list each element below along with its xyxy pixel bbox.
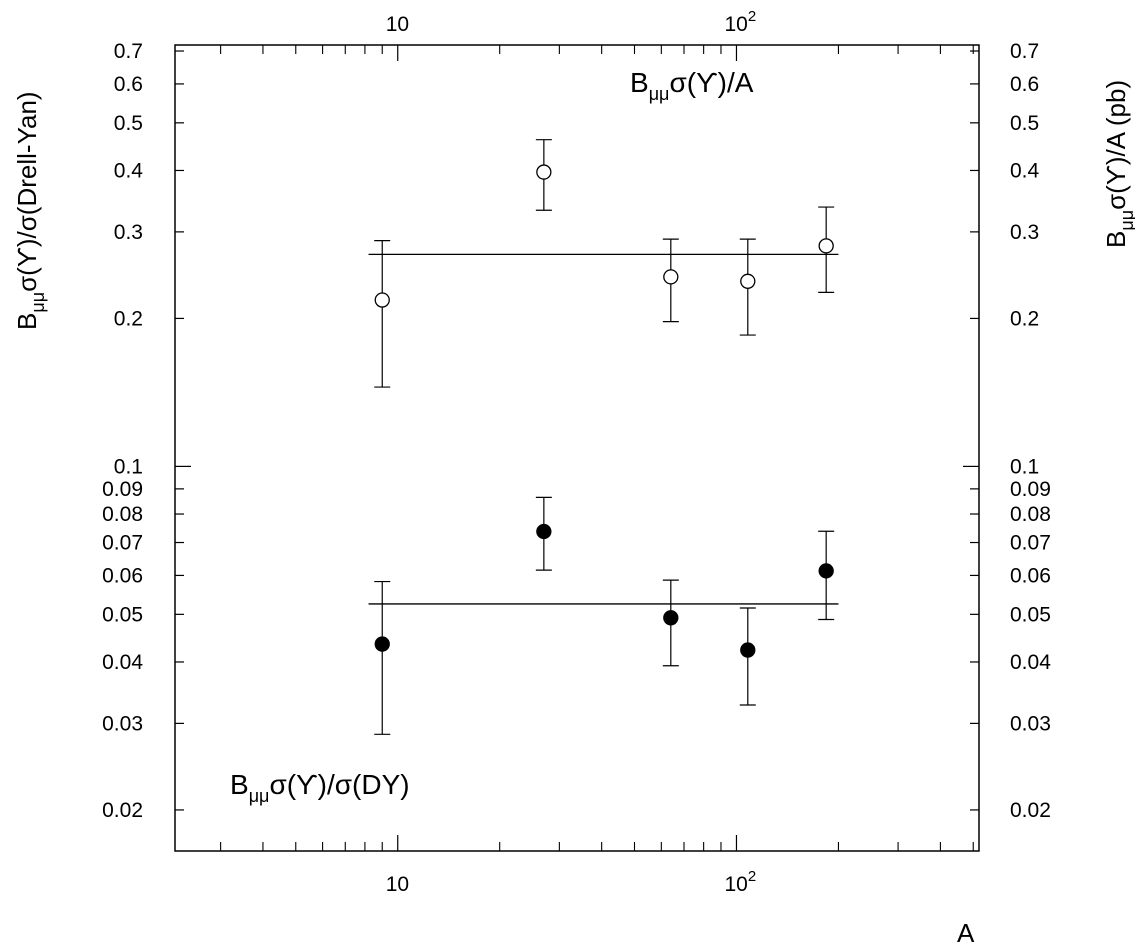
data-point-filled <box>818 530 835 621</box>
y-tick-label-right: 0.02 <box>1010 799 1051 822</box>
x-tick-label-bottom: 102 <box>724 868 756 896</box>
open-circle-marker <box>818 238 834 254</box>
open-circle-marker <box>536 164 552 180</box>
y-tick-label-right: 0.4 <box>1010 159 1040 182</box>
y-tick-label-left: 0.1 <box>114 455 143 478</box>
y-tick-label-left: 0.07 <box>102 532 143 555</box>
plot-frame <box>174 44 980 852</box>
x-tick-label-bottom: 10 <box>386 873 409 896</box>
filled-circle-marker <box>663 610 679 626</box>
open-circle-marker <box>663 269 679 285</box>
y-tick-label-left: 0.5 <box>114 112 143 135</box>
y-tick-label-left: 0.04 <box>102 651 143 674</box>
y-tick-label-right: 0.7 <box>1010 40 1039 63</box>
y-tick-label-right: 0.6 <box>1010 73 1039 96</box>
y-tick-label-left: 0.05 <box>102 603 143 626</box>
y-tick-label-right: 0.09 <box>1010 478 1051 501</box>
y-tick-label-left: 0.09 <box>102 478 143 501</box>
x-axis-title: A <box>957 918 975 948</box>
axis-tick-labels: 10 10 102 102 0.02 0.02 0.03 0.03 0.04 0.04 0.05 0.… <box>102 8 1051 896</box>
y-tick-label-right: 0.04 <box>1010 651 1051 674</box>
y-tick-label-right: 0.1 <box>1010 455 1039 478</box>
y-tick-label-right: 0.2 <box>1010 307 1039 330</box>
series-label-filled: Bμμσ(ϒ)/σ(DY) <box>230 769 410 806</box>
data-point-open <box>374 239 391 388</box>
axis-ticks <box>175 45 979 851</box>
y-axis-title-left: Bμμσ(ϒ)/σ(Drell-Yan) <box>12 91 48 330</box>
y-tick-label-right: 0.3 <box>1010 221 1039 244</box>
y-tick-label-left: 0.03 <box>102 712 143 735</box>
fit-lines <box>368 253 839 605</box>
series-label-open: Bμμσ(ϒ)/A <box>630 67 754 104</box>
data-point-filled <box>662 579 679 667</box>
filled-circle-marker <box>740 642 756 658</box>
filled-circle-marker <box>818 563 834 579</box>
y-tick-label-left: 0.7 <box>114 40 143 63</box>
data-point-open <box>818 206 835 293</box>
data-point-filled <box>374 580 391 735</box>
data-point-filled <box>739 607 756 706</box>
y-tick-label-left: 0.2 <box>114 307 143 330</box>
y-tick-label-left: 0.6 <box>114 73 143 96</box>
data-point-filled <box>535 496 552 571</box>
y-tick-label-left: 0.06 <box>102 564 143 587</box>
filled-circle-marker <box>536 523 552 540</box>
data-point-open <box>739 238 756 336</box>
open-circle-marker <box>374 292 390 308</box>
x-tick-label-top: 10 <box>386 13 409 36</box>
y-tick-label-right: 0.03 <box>1010 712 1051 735</box>
y-tick-label-right: 0.06 <box>1010 564 1051 587</box>
y-axis-title-right: Bμμσ(ϒ)/A (pb) <box>1101 80 1135 248</box>
y-tick-label-right: 0.05 <box>1010 603 1051 626</box>
y-tick-label-left: 0.02 <box>102 799 143 822</box>
filled-circle-marker <box>374 636 390 652</box>
data-point-open <box>535 139 552 211</box>
open-circle-marker <box>740 273 756 289</box>
y-tick-label-right: 0.07 <box>1010 532 1051 555</box>
x-tick-label-top: 102 <box>724 8 756 36</box>
y-tick-label-left: 0.08 <box>102 503 143 526</box>
data-point-open <box>662 238 679 323</box>
data-points <box>374 139 835 735</box>
y-tick-label-left: 0.3 <box>114 221 143 244</box>
y-tick-label-right: 0.08 <box>1010 503 1051 526</box>
y-tick-label-right: 0.5 <box>1010 112 1039 135</box>
y-tick-label-left: 0.4 <box>114 159 144 182</box>
